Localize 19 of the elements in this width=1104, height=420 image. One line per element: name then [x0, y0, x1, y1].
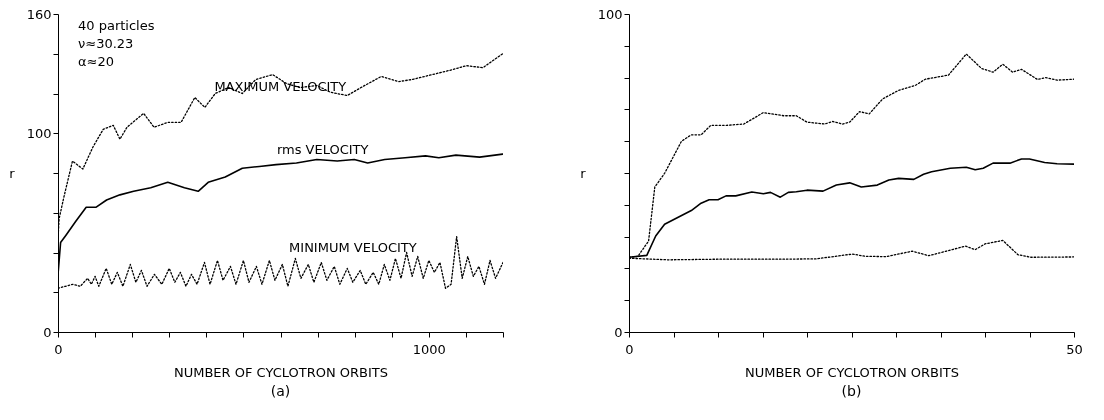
- y-tick-label: 160: [26, 6, 52, 22]
- text: (a): [270, 383, 291, 399]
- y-tick-label: 100: [597, 6, 623, 22]
- annotation: α≈20: [78, 54, 115, 69]
- y-axis-title: r: [580, 165, 587, 181]
- x-tick-label: 1000: [412, 341, 446, 357]
- y-axis-title: r: [9, 165, 16, 181]
- x-tick-label: 0: [625, 341, 634, 357]
- y-tick-label: 0: [43, 324, 52, 340]
- annotation: ν≈30.23: [78, 36, 134, 51]
- y-tick-label: 100: [26, 125, 52, 141]
- annotation: rms VELOCITY: [276, 141, 369, 157]
- annotation: 40 particles: [78, 18, 155, 33]
- x-tick-label: 50: [1066, 341, 1083, 357]
- x-axis-title: NUMBER OF CYCLOTRON ORBITS: [173, 364, 389, 380]
- x-axis-title: NUMBER OF CYCLOTRON ORBITS: [744, 364, 960, 380]
- annotation: MINIMUM VELOCITY: [289, 240, 417, 256]
- text: (b): [841, 383, 862, 399]
- x-tick-label: 0: [54, 341, 63, 357]
